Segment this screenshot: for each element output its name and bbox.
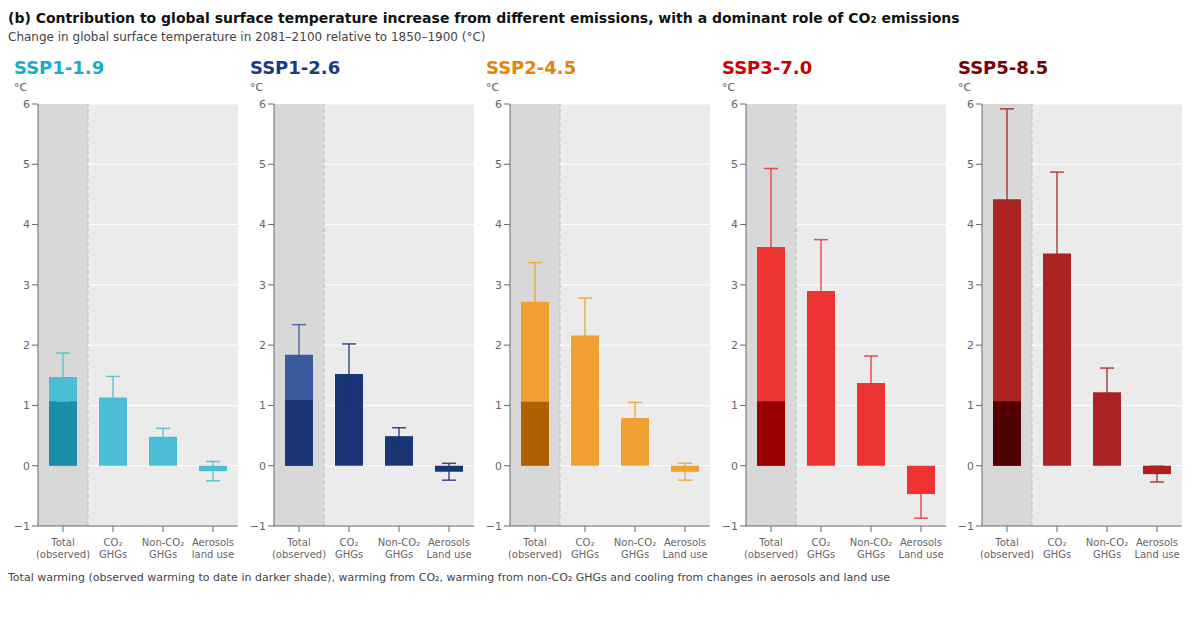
svg-text:Aerosolsland use: Aerosolsland use xyxy=(192,537,234,560)
svg-text:4: 4 xyxy=(259,218,266,231)
svg-text:−1: −1 xyxy=(486,520,502,533)
html-text:SSP1-2.6: SSP1-2.6 xyxy=(250,57,341,78)
svg-text:CO₂GHGs: CO₂GHGs xyxy=(807,537,835,560)
svg-text:Total(observed): Total(observed) xyxy=(36,537,90,560)
svg-text:0: 0 xyxy=(731,460,738,473)
svg-text:2: 2 xyxy=(731,339,738,352)
svg-text:1: 1 xyxy=(23,399,30,412)
svg-text:CO₂GHGs: CO₂GHGs xyxy=(335,537,363,560)
svg-text:2: 2 xyxy=(259,339,266,352)
svg-text:5: 5 xyxy=(495,158,502,171)
svg-text:6: 6 xyxy=(259,98,266,111)
svg-text:4: 4 xyxy=(967,218,974,231)
html-text:°C: °C xyxy=(958,81,972,94)
svg-text:5: 5 xyxy=(23,158,30,171)
svg-text:5: 5 xyxy=(731,158,738,171)
html-text:SSP2-4.5: SSP2-4.5 xyxy=(486,57,577,78)
svg-text:6: 6 xyxy=(495,98,502,111)
svg-text:4: 4 xyxy=(731,218,738,231)
svg-text:CO₂GHGs: CO₂GHGs xyxy=(571,537,599,560)
svg-text:CO₂GHGs: CO₂GHGs xyxy=(99,537,127,560)
html-text:SSP5-8.5: SSP5-8.5 xyxy=(958,57,1049,78)
svg-text:AerosolsLand use: AerosolsLand use xyxy=(662,537,707,560)
html-text:Total warming (observed warmin: Total warming (observed warming to date … xyxy=(8,571,891,584)
svg-text:6: 6 xyxy=(23,98,30,111)
svg-text:−1: −1 xyxy=(958,520,974,533)
svg-text:−1: −1 xyxy=(722,520,738,533)
svg-text:Total(observed): Total(observed) xyxy=(508,537,562,560)
svg-text:5: 5 xyxy=(967,158,974,171)
svg-text:3: 3 xyxy=(731,279,738,292)
html-text:°C: °C xyxy=(14,81,28,94)
svg-text:1: 1 xyxy=(967,399,974,412)
svg-text:6: 6 xyxy=(731,98,738,111)
svg-text:AerosolsLand use: AerosolsLand use xyxy=(426,537,471,560)
svg-text:3: 3 xyxy=(967,279,974,292)
html-text:Change in global surface tempe: Change in global surface temperature in … xyxy=(8,30,486,44)
svg-text:Non-CO₂GHGs: Non-CO₂GHGs xyxy=(142,537,184,560)
svg-text:Non-CO₂GHGs: Non-CO₂GHGs xyxy=(614,537,656,560)
html-text:°C: °C xyxy=(486,81,500,94)
svg-text:4: 4 xyxy=(23,218,30,231)
svg-text:0: 0 xyxy=(23,460,30,473)
svg-text:5: 5 xyxy=(259,158,266,171)
svg-text:3: 3 xyxy=(259,279,266,292)
svg-text:2: 2 xyxy=(495,339,502,352)
svg-text:−1: −1 xyxy=(250,520,266,533)
svg-text:AerosolsLand use: AerosolsLand use xyxy=(1134,537,1179,560)
html-text:°C: °C xyxy=(250,81,264,94)
svg-text:2: 2 xyxy=(23,339,30,352)
svg-text:Total(observed): Total(observed) xyxy=(744,537,798,560)
svg-text:6: 6 xyxy=(967,98,974,111)
svg-text:CO₂GHGs: CO₂GHGs xyxy=(1043,537,1071,560)
svg-text:0: 0 xyxy=(967,460,974,473)
svg-text:Non-CO₂GHGs: Non-CO₂GHGs xyxy=(850,537,892,560)
html-text:SSP3-7.0: SSP3-7.0 xyxy=(722,57,813,78)
svg-text:−1: −1 xyxy=(14,520,30,533)
svg-text:1: 1 xyxy=(495,399,502,412)
svg-text:Total(observed): Total(observed) xyxy=(980,537,1034,560)
svg-text:0: 0 xyxy=(259,460,266,473)
svg-text:0: 0 xyxy=(495,460,502,473)
svg-text:AerosolsLand use: AerosolsLand use xyxy=(898,537,943,560)
svg-text:Non-CO₂GHGs: Non-CO₂GHGs xyxy=(378,537,420,560)
html-text:°C: °C xyxy=(722,81,736,94)
svg-text:2: 2 xyxy=(967,339,974,352)
svg-text:4: 4 xyxy=(495,218,502,231)
svg-text:1: 1 xyxy=(731,399,738,412)
svg-text:Total(observed): Total(observed) xyxy=(272,537,326,560)
html-text:(b) Contribution to global sur: (b) Contribution to global surface tempe… xyxy=(8,10,960,26)
html-text:SSP1-1.9: SSP1-1.9 xyxy=(14,57,105,78)
svg-text:1: 1 xyxy=(259,399,266,412)
svg-text:Non-CO₂GHGs: Non-CO₂GHGs xyxy=(1086,537,1128,560)
svg-text:3: 3 xyxy=(23,279,30,292)
svg-text:3: 3 xyxy=(495,279,502,292)
